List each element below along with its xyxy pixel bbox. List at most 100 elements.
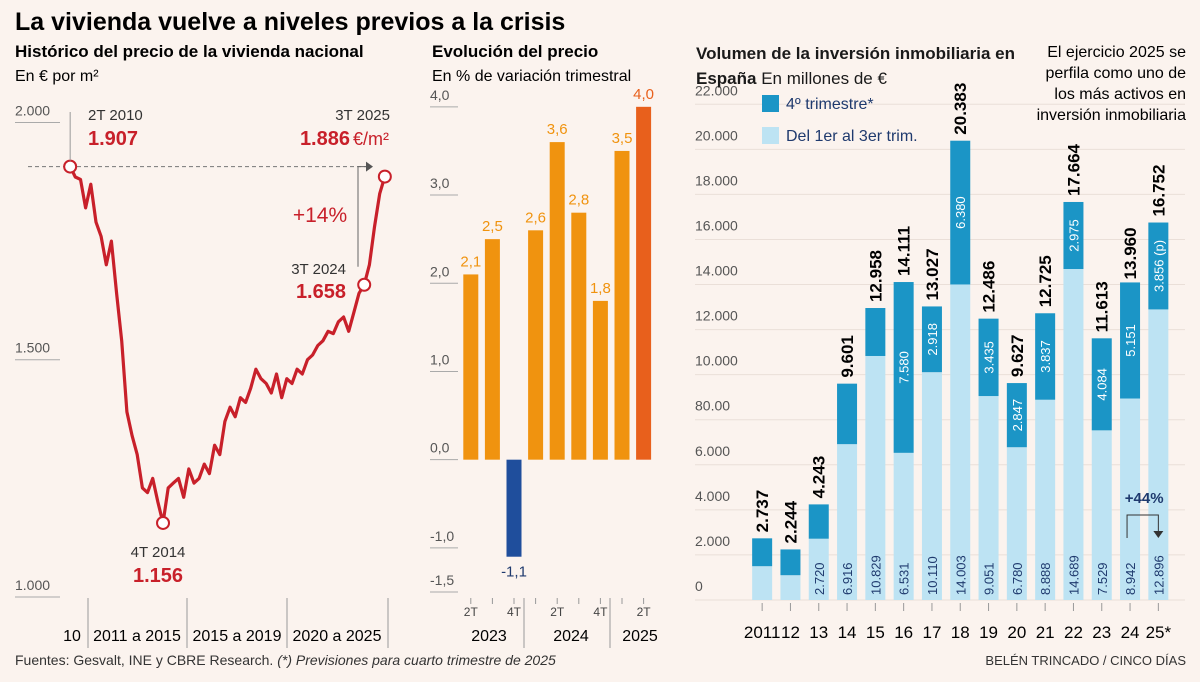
value-label: -1,1 [501, 564, 527, 581]
bar-segment [865, 355, 886, 600]
total-label: 17.664 [1064, 143, 1083, 196]
y-tick-label: 0 [695, 578, 703, 594]
segment-label: 2.975 [1066, 219, 1081, 252]
bar-segment [1063, 201, 1084, 270]
legend-swatch [762, 127, 779, 144]
bar-segment [978, 318, 999, 397]
segment-label: 12.896 [1151, 555, 1166, 595]
segment-label: 8.888 [1038, 562, 1053, 595]
y-tick-label: 18.000 [695, 172, 738, 188]
bar [549, 142, 565, 460]
bar [592, 300, 608, 460]
x-group-label: 2015 a 2019 [193, 628, 282, 645]
side-note: inversión inmobiliaria [1037, 107, 1187, 124]
arrow-head [366, 161, 373, 172]
y-tick-label: 22.000 [695, 82, 738, 98]
bar-segment [1148, 222, 1169, 310]
side-note: El ejercicio 2025 se [1047, 44, 1186, 61]
x-group-label: 10 [63, 628, 81, 645]
y-tick-label: 12.000 [695, 308, 738, 324]
panel-title: Volumen de la inversión inmobiliaria en … [696, 44, 1015, 88]
x-tick-label: 16 [894, 623, 913, 642]
panel-subtitle: En millones de € [761, 69, 887, 88]
point-marker [377, 169, 392, 184]
bar-segment [780, 575, 801, 600]
value-label: 4,0 [633, 86, 654, 103]
credit: BELÉN TRINCADO / CINCO DÍAS [985, 653, 1186, 668]
x-tick-label: 18 [951, 623, 970, 642]
bar-segment [921, 306, 942, 373]
total-label: 12.725 [1036, 255, 1055, 307]
price-line [68, 165, 387, 525]
y-tick-label: 20.000 [695, 127, 738, 143]
annotation-unit: €/m² [353, 129, 389, 149]
legend-label: 4º trimestre* [786, 96, 874, 113]
y-tick-label: 4.000 [695, 488, 730, 504]
segment-label: 14.689 [1066, 555, 1081, 595]
segment-label: 14.003 [953, 555, 968, 595]
y-tick-label: 2.000 [15, 102, 50, 118]
y-tick-label: 1,0 [430, 351, 450, 367]
x-tick-label: 24 [1121, 623, 1140, 642]
bar-segment [978, 396, 999, 600]
bar-segment [1035, 313, 1056, 400]
x-tick-label: 2011 [744, 623, 781, 642]
bar-segment [808, 538, 829, 600]
y-tick-label: 4,0 [430, 87, 450, 103]
x-tick-label: 4T [593, 605, 608, 619]
y-tick-label: 14.000 [695, 263, 738, 279]
total-label: 14.111 [895, 226, 914, 276]
total-label: 12.958 [866, 250, 885, 302]
x-group-label: 2011 a 2015 [93, 628, 181, 645]
bar-segment [1120, 282, 1141, 399]
segment-label: 2.847 [1010, 399, 1025, 432]
x-tick-label: 2T [550, 605, 565, 619]
segment-label: 7.580 [897, 351, 912, 384]
source-text: Fuentes: Gesvalt, INE y CBRE Research. [15, 652, 273, 668]
bar-segment [1091, 338, 1112, 431]
bar-segment [1148, 309, 1169, 600]
annotation-value: 1.156 [133, 565, 183, 587]
y-tick-label: 3,0 [430, 175, 450, 191]
bar-segment [1006, 447, 1027, 600]
annotation-label: 3T 2025 [335, 107, 390, 124]
side-note: los más activos en [1054, 86, 1186, 103]
bar [571, 212, 587, 460]
total-label: 13.027 [923, 248, 942, 300]
segment-label: 6.380 [953, 196, 968, 229]
y-tick-label: 2.000 [695, 533, 730, 549]
x-tick-label: 17 [922, 623, 941, 642]
segment-label: 2.918 [925, 323, 940, 356]
bar-segment [1063, 269, 1084, 600]
bar-segment [1091, 430, 1112, 600]
bar [528, 230, 544, 460]
x-tick-label: 25* [1146, 623, 1172, 642]
bar-segment [752, 538, 773, 567]
y-tick-label: 16.000 [695, 217, 738, 233]
segment-label: 3.435 [982, 341, 997, 374]
segment-label: 3.856 (p) [1151, 240, 1166, 292]
bar-segment [893, 452, 914, 600]
bar [463, 274, 479, 460]
panel-title: Evolución del precio [432, 42, 598, 61]
total-label: 11.613 [1093, 281, 1112, 332]
value-label: 3,6 [547, 121, 568, 138]
y-tick-label: 10.000 [695, 353, 738, 369]
segment-label: 10.829 [868, 555, 883, 595]
y-tick-label: -1,5 [430, 572, 454, 588]
annotation-label: 3T 2024 [291, 261, 346, 278]
total-label: 12.486 [980, 261, 999, 313]
panel-title: Histórico del precio de la vivienda naci… [15, 42, 364, 61]
annotation-label: 4T 2014 [131, 544, 186, 561]
bar-segment [893, 282, 914, 453]
x-group-label: 2024 [553, 628, 589, 645]
x-tick-label: 15 [866, 623, 885, 642]
segment-label: 6.916 [840, 562, 855, 595]
segment-label: 9.051 [982, 562, 997, 595]
segment-label: 8.942 [1123, 562, 1138, 595]
legend-label: Del 1er al 3er trim. [786, 128, 918, 145]
change-bracket [1126, 514, 1159, 538]
segment-label: 6.780 [1010, 562, 1025, 595]
x-tick-label: 19 [979, 623, 998, 642]
